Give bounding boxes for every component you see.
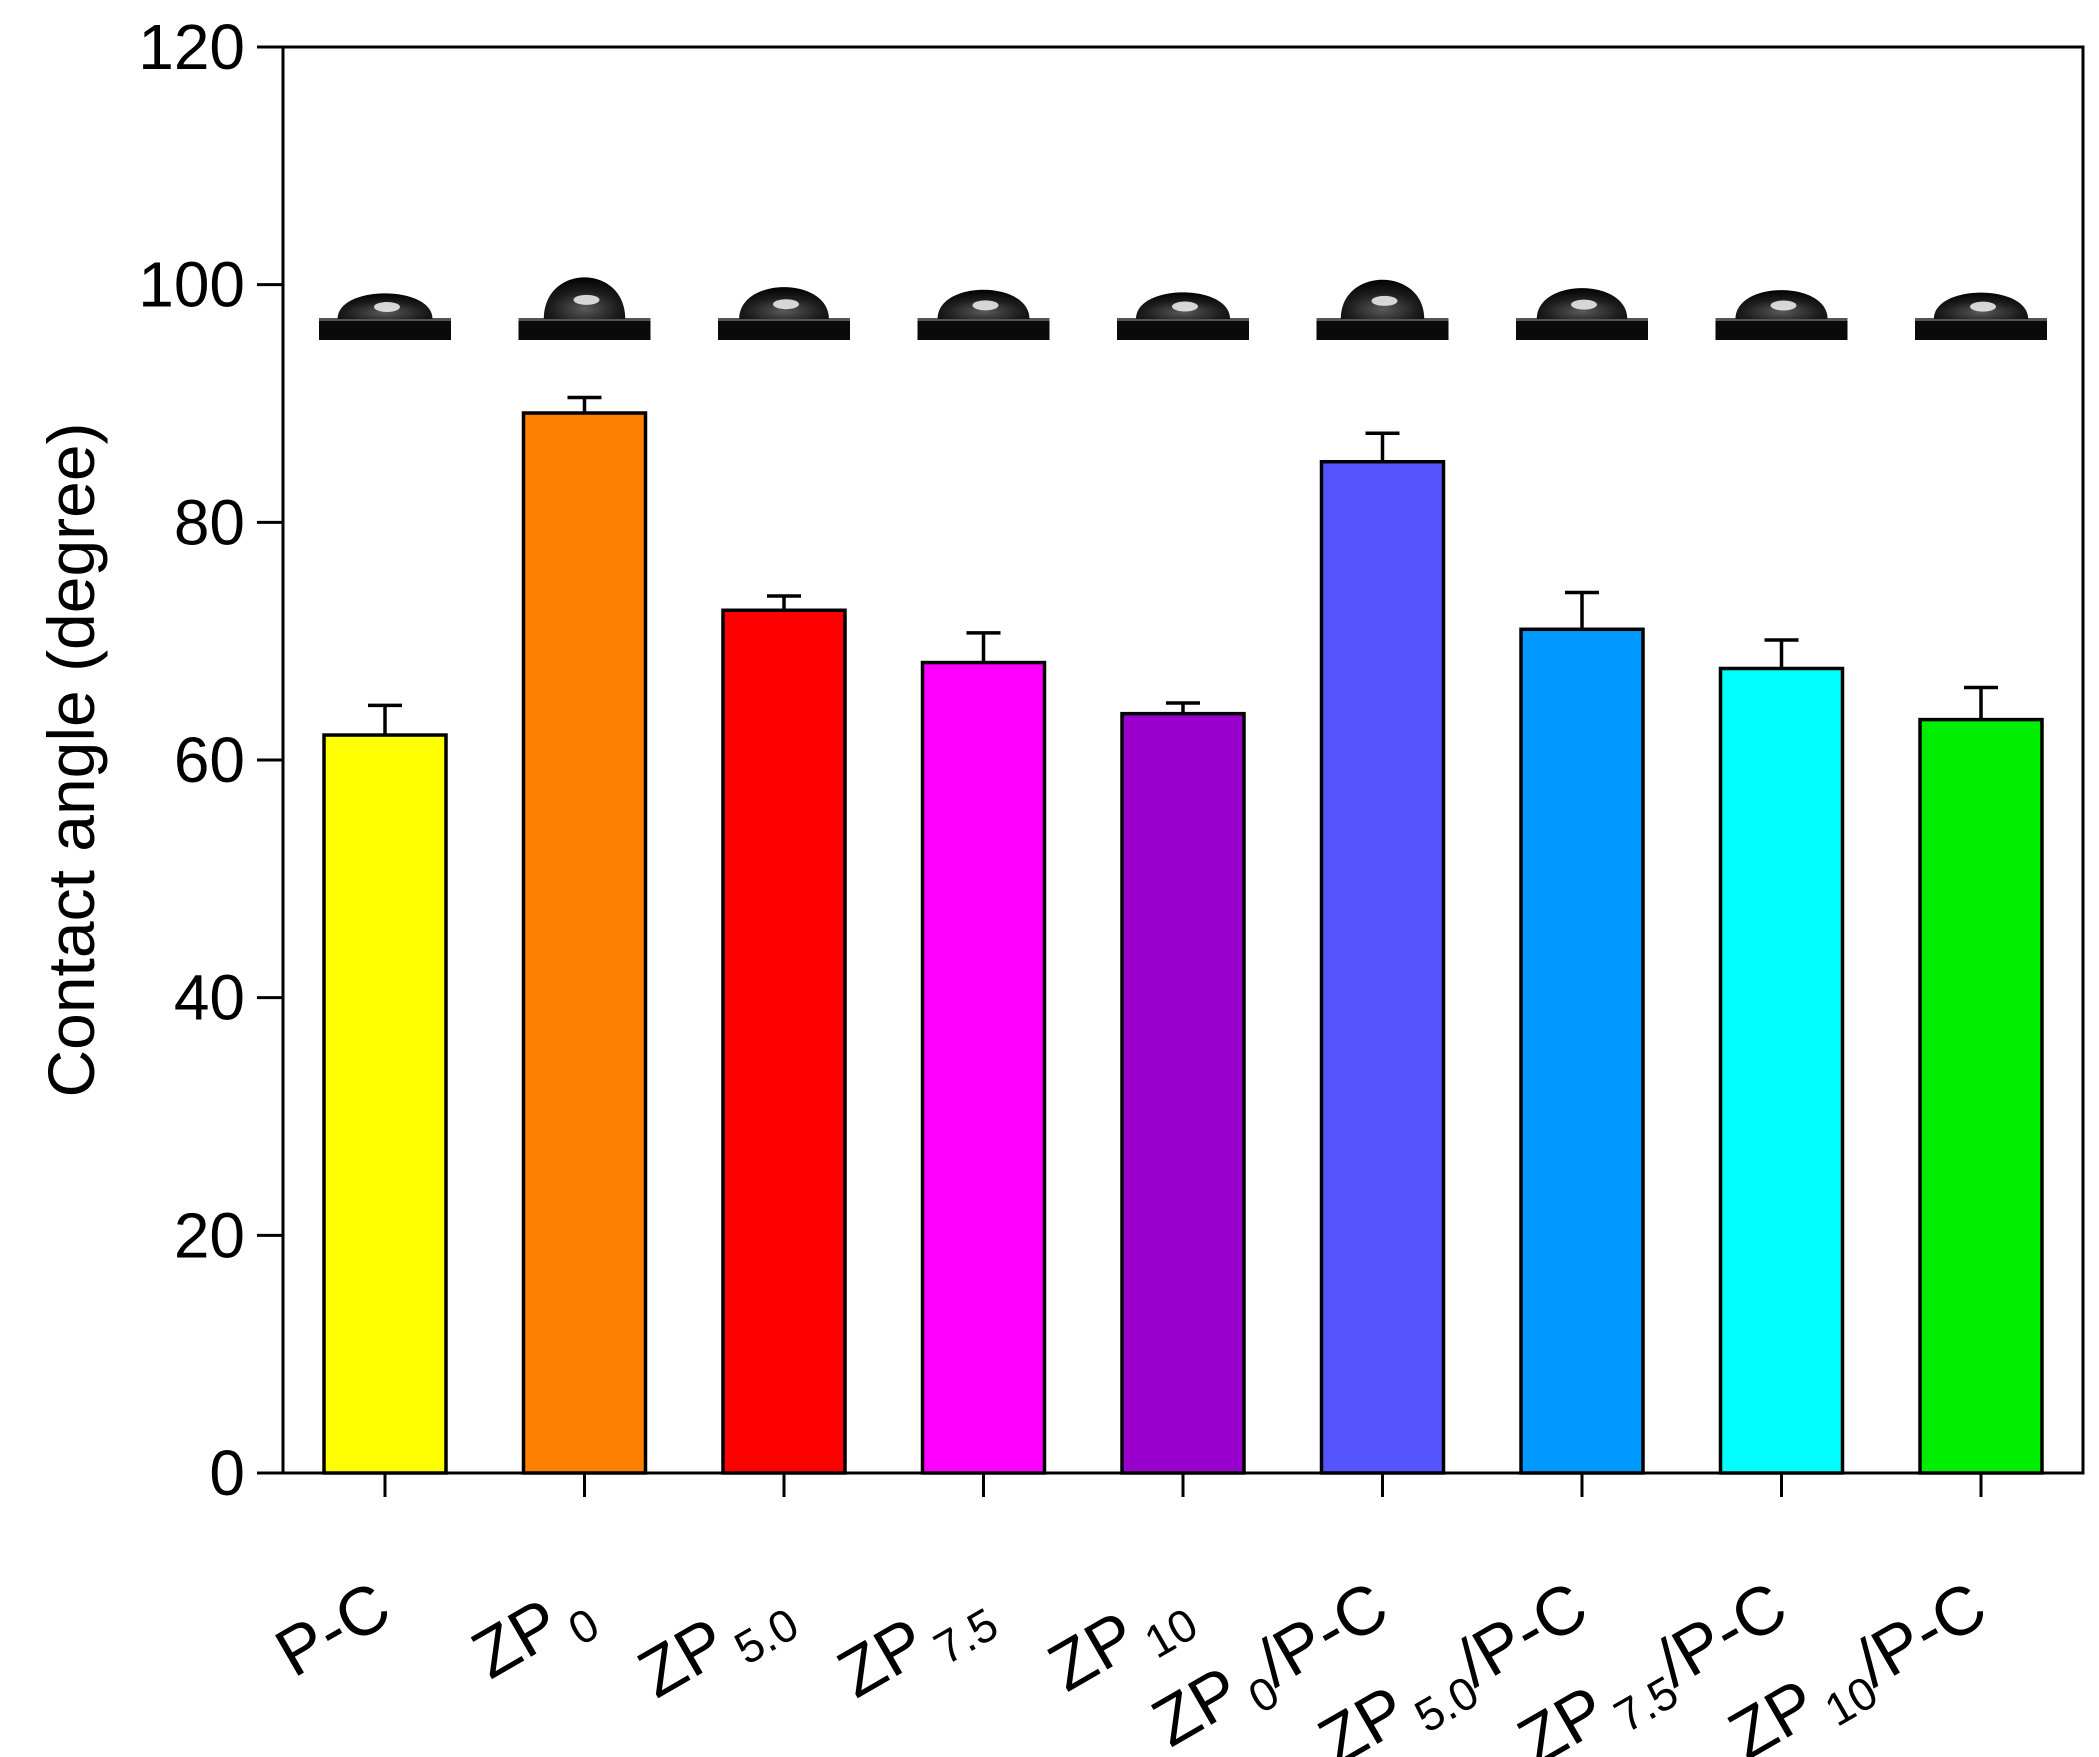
y-tick-label: 100: [138, 249, 245, 321]
x-tick-label: ZP5.0: [626, 1567, 807, 1722]
x-axis: P-C ZP0 ZP5.0 ZP7.5 ZP10ZP0/P-CZP5.0/P-CZP7.…: [263, 1473, 1999, 1757]
droplet-photo: [319, 293, 451, 340]
droplet-photo: [518, 277, 651, 340]
bar: [721, 608, 847, 1475]
bar: [1918, 717, 2044, 1475]
y-axis-label: Contact angle (degree): [34, 422, 108, 1097]
droplet-photo: [1715, 290, 1848, 340]
bar: [1120, 711, 1246, 1475]
droplet-photo: [1915, 292, 2047, 340]
droplet-photo: [1516, 288, 1648, 340]
bar: [1319, 459, 1446, 1475]
droplet-photo: [917, 289, 1050, 340]
error-bars: [368, 395, 1998, 736]
y-tick-label: 120: [138, 11, 245, 83]
bar: [1519, 627, 1645, 1475]
bar: [322, 733, 448, 1475]
x-tick-label: ZP7.5: [825, 1567, 1006, 1722]
bar: [920, 660, 1047, 1475]
y-tick-label: 20: [174, 1199, 245, 1271]
x-tick-label: ZP0: [460, 1567, 608, 1703]
y-tick-label: 40: [174, 962, 245, 1034]
droplet-images: [319, 277, 2047, 340]
y-tick-label: 0: [209, 1437, 245, 1509]
bar: [1718, 666, 1845, 1475]
y-tick-label: 60: [174, 724, 245, 796]
bar: [521, 411, 648, 1475]
bars: [322, 411, 2044, 1475]
x-tick-label: P-C: [263, 1567, 402, 1691]
y-tick-label: 80: [174, 486, 245, 558]
y-axis: 0 20 40 60 80 100 120: [138, 11, 283, 1509]
droplet-photo: [1316, 279, 1449, 340]
droplet-photo: [718, 287, 850, 340]
droplet-photo: [1117, 292, 1249, 340]
